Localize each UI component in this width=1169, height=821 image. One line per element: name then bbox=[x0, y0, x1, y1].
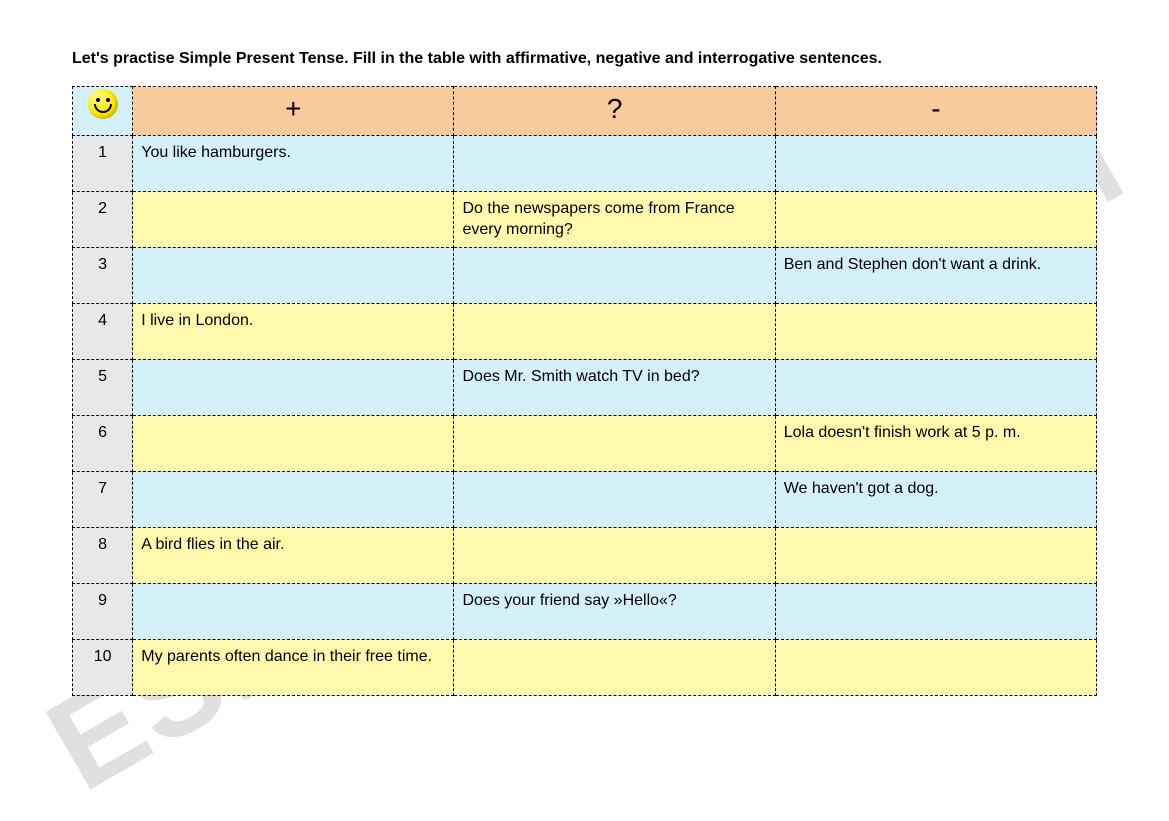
header-negative: - bbox=[775, 87, 1096, 136]
cell-negative[interactable] bbox=[775, 135, 1096, 191]
cell-interrogative[interactable]: Does your friend say »Hello«? bbox=[454, 583, 775, 639]
table-row: 7 We haven't got a dog. bbox=[73, 471, 1097, 527]
cell-interrogative[interactable]: Do the newspapers come from France every… bbox=[454, 191, 775, 247]
cell-affirmative[interactable] bbox=[133, 583, 454, 639]
row-number: 4 bbox=[73, 303, 133, 359]
cell-interrogative[interactable] bbox=[454, 415, 775, 471]
table-row: 1You like hamburgers. bbox=[73, 135, 1097, 191]
cell-affirmative[interactable]: A bird flies in the air. bbox=[133, 527, 454, 583]
cell-interrogative[interactable] bbox=[454, 527, 775, 583]
cell-negative[interactable]: Lola doesn't finish work at 5 p. m. bbox=[775, 415, 1096, 471]
cell-negative[interactable] bbox=[775, 639, 1096, 695]
cell-interrogative[interactable] bbox=[454, 639, 775, 695]
cell-interrogative[interactable] bbox=[454, 471, 775, 527]
table-row: 5 Does Mr. Smith watch TV in bed? bbox=[73, 359, 1097, 415]
row-number: 8 bbox=[73, 527, 133, 583]
instruction-text: Let's practise Simple Present Tense. Fil… bbox=[72, 50, 1097, 68]
table-row: 2 Do the newspapers come from France ever… bbox=[73, 191, 1097, 247]
table-row: 6 Lola doesn't finish work at 5 p. m. bbox=[73, 415, 1097, 471]
cell-negative[interactable] bbox=[775, 303, 1096, 359]
row-number: 10 bbox=[73, 639, 133, 695]
table-body: 1You like hamburgers.2 Do the newspapers … bbox=[73, 135, 1097, 695]
cell-affirmative[interactable] bbox=[133, 471, 454, 527]
cell-interrogative[interactable] bbox=[454, 303, 775, 359]
table-header-row: + ? - bbox=[73, 87, 1097, 136]
cell-affirmative[interactable] bbox=[133, 247, 454, 303]
row-number: 9 bbox=[73, 583, 133, 639]
cell-negative[interactable] bbox=[775, 359, 1096, 415]
row-number: 7 bbox=[73, 471, 133, 527]
header-smiley-cell bbox=[73, 87, 133, 136]
cell-interrogative[interactable] bbox=[454, 247, 775, 303]
row-number: 1 bbox=[73, 135, 133, 191]
table-row: 10My parents often dance in their free t… bbox=[73, 639, 1097, 695]
table-row: 4I live in London. bbox=[73, 303, 1097, 359]
smiley-icon bbox=[88, 89, 118, 119]
cell-affirmative[interactable]: I live in London. bbox=[133, 303, 454, 359]
header-affirmative: + bbox=[133, 87, 454, 136]
cell-affirmative[interactable]: You like hamburgers. bbox=[133, 135, 454, 191]
cell-negative[interactable] bbox=[775, 583, 1096, 639]
cell-affirmative[interactable] bbox=[133, 191, 454, 247]
table-row: 8A bird flies in the air. bbox=[73, 527, 1097, 583]
row-number: 2 bbox=[73, 191, 133, 247]
worksheet-table: + ? - 1You like hamburgers.2 Do the newsp… bbox=[72, 86, 1097, 696]
cell-negative[interactable] bbox=[775, 527, 1096, 583]
cell-negative[interactable]: We haven't got a dog. bbox=[775, 471, 1096, 527]
cell-interrogative[interactable] bbox=[454, 135, 775, 191]
cell-affirmative[interactable]: My parents often dance in their free tim… bbox=[133, 639, 454, 695]
cell-affirmative[interactable] bbox=[133, 415, 454, 471]
row-number: 5 bbox=[73, 359, 133, 415]
cell-affirmative[interactable] bbox=[133, 359, 454, 415]
row-number: 6 bbox=[73, 415, 133, 471]
table-row: 9 Does your friend say »Hello«? bbox=[73, 583, 1097, 639]
table-row: 3 Ben and Stephen don't want a drink. bbox=[73, 247, 1097, 303]
header-interrogative: ? bbox=[454, 87, 775, 136]
cell-interrogative[interactable]: Does Mr. Smith watch TV in bed? bbox=[454, 359, 775, 415]
cell-negative[interactable] bbox=[775, 191, 1096, 247]
cell-negative[interactable]: Ben and Stephen don't want a drink. bbox=[775, 247, 1096, 303]
row-number: 3 bbox=[73, 247, 133, 303]
worksheet-page: Let's practise Simple Present Tense. Fil… bbox=[0, 0, 1169, 696]
